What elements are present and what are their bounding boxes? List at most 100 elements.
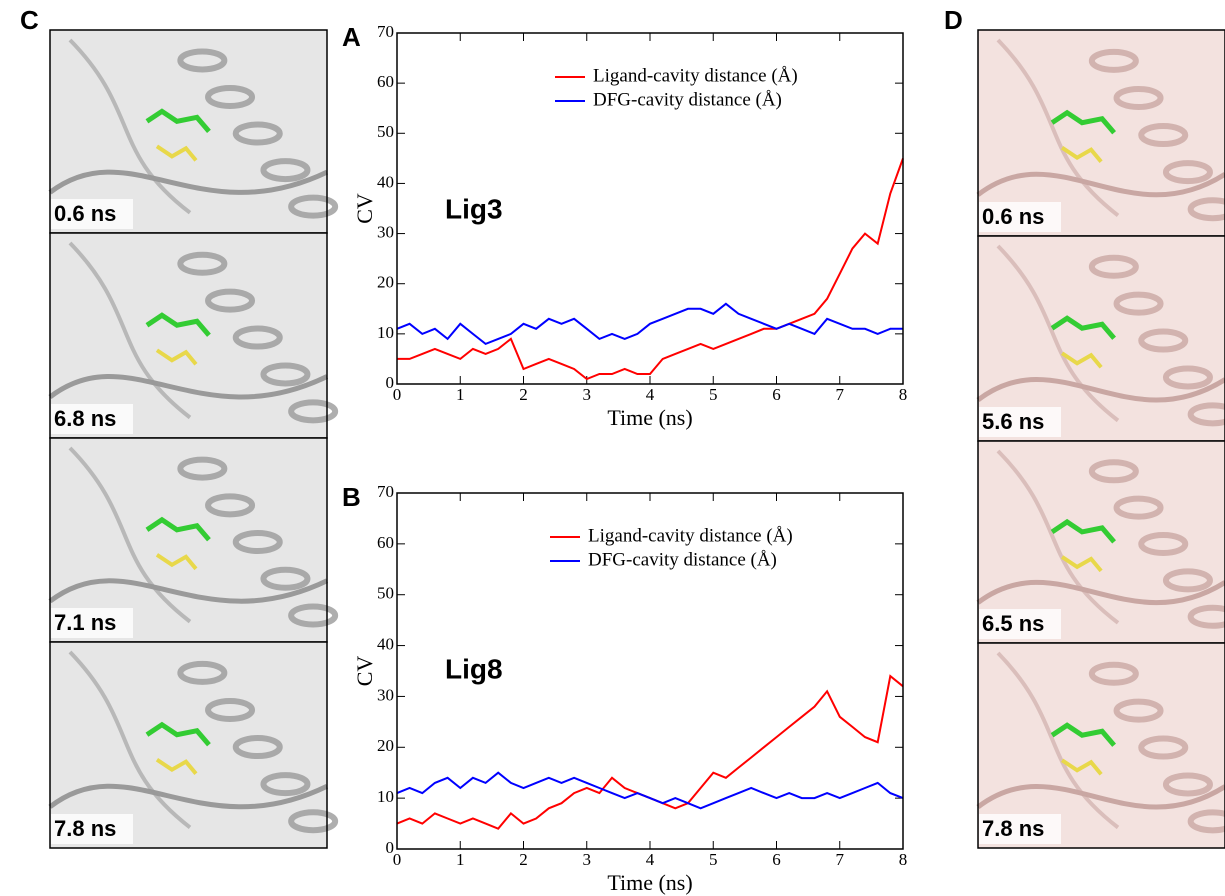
residue	[1060, 351, 1103, 369]
ligand	[145, 312, 211, 337]
ribbon	[48, 169, 329, 195]
residue	[155, 758, 198, 775]
y-tick-label: 50	[377, 122, 394, 141]
ligand	[1050, 518, 1116, 544]
ribbon	[976, 784, 1225, 810]
y-tick-label: 10	[377, 323, 394, 342]
time-label-bg	[51, 404, 133, 434]
helix	[1113, 495, 1164, 520]
y-tick-label: 40	[377, 634, 394, 653]
helix	[1187, 402, 1225, 427]
y-tick-label: 60	[377, 533, 394, 552]
residue	[155, 553, 198, 571]
helix	[205, 493, 256, 518]
line-series	[397, 158, 904, 381]
x-tick-label: 4	[646, 850, 655, 869]
legend-label: DFG-cavity distance (Å)	[593, 89, 782, 110]
y-tick-label: 40	[377, 172, 394, 191]
residue	[1060, 758, 1103, 776]
legend-label: Ligand-cavity distance (Å)	[588, 525, 793, 546]
time-label-bg	[979, 202, 1061, 232]
line-series	[396, 771, 904, 810]
residue	[155, 144, 198, 162]
ribbon	[996, 38, 1120, 217]
x-tick-label: 2	[519, 850, 528, 869]
helix	[1138, 735, 1189, 760]
helix	[288, 603, 339, 628]
helix	[1088, 459, 1139, 484]
helix	[1162, 772, 1213, 797]
time-label-bg	[51, 814, 133, 844]
y-tick-label: 60	[377, 72, 394, 91]
y-tick-label: 20	[377, 273, 394, 292]
helix	[1138, 532, 1189, 557]
x-tick-label: 0	[393, 385, 402, 404]
time-label: 0.6 ns	[54, 201, 116, 226]
x-tick-label: 6	[772, 850, 781, 869]
y-tick-label: 70	[377, 482, 394, 501]
y-tick-label: 50	[377, 584, 394, 603]
time-label: 0.6 ns	[982, 204, 1044, 229]
y-axis-label: CV	[352, 193, 377, 224]
x-axis-label: Time (ns)	[607, 870, 692, 895]
helix	[1162, 365, 1213, 390]
y-axis-label: CV	[352, 656, 377, 687]
helix	[260, 158, 311, 183]
helix	[1113, 698, 1164, 723]
helix	[288, 194, 339, 219]
line-series	[396, 302, 903, 346]
helix	[260, 362, 311, 387]
plot-frame	[396, 492, 904, 850]
residue	[1060, 555, 1103, 573]
time-label-bg	[979, 814, 1061, 844]
plot-frame	[396, 32, 904, 385]
ribbon	[48, 578, 329, 604]
x-tick-label: 5	[709, 850, 718, 869]
time-label-bg	[51, 608, 133, 638]
helix	[205, 697, 256, 722]
helix	[205, 84, 256, 109]
ribbon	[996, 449, 1120, 625]
y-tick-label: 0	[386, 373, 395, 392]
helix	[177, 48, 228, 73]
ribbon	[976, 579, 1225, 606]
helix	[1088, 48, 1139, 73]
panel-label: D	[944, 5, 963, 35]
panel-label: B	[342, 482, 361, 512]
x-tick-label: 3	[583, 385, 592, 404]
ligand	[145, 516, 211, 542]
panel-frame	[49, 641, 328, 849]
time-label: 7.1 ns	[54, 610, 116, 635]
helix	[1162, 568, 1213, 593]
time-label-bg	[51, 199, 133, 229]
time-label: 6.8 ns	[54, 406, 116, 431]
annotation: Lig3	[445, 193, 503, 224]
y-tick-label: 30	[377, 685, 394, 704]
time-label: 5.6 ns	[982, 409, 1044, 434]
ribbon	[976, 171, 1225, 198]
x-tick-label: 8	[899, 385, 908, 404]
ribbon	[976, 377, 1225, 403]
x-tick-label: 3	[583, 850, 592, 869]
time-label: 6.5 ns	[982, 611, 1044, 636]
helix	[232, 530, 283, 555]
helix	[260, 772, 311, 797]
helix	[177, 456, 228, 481]
ligand	[145, 721, 211, 747]
ligand	[1050, 722, 1116, 747]
helix	[288, 399, 339, 424]
annotation: Lig8	[445, 653, 503, 684]
helix	[205, 288, 256, 313]
helix	[177, 251, 228, 276]
legend-label: Ligand-cavity distance (Å)	[593, 65, 798, 86]
x-tick-label: 2	[519, 385, 528, 404]
helix	[1113, 85, 1164, 110]
x-tick-label: 1	[456, 385, 465, 404]
line-series	[396, 674, 904, 830]
ribbon	[48, 783, 329, 810]
time-label-bg	[979, 407, 1061, 437]
ligand	[145, 108, 211, 133]
x-axis-label: Time (ns)	[607, 405, 692, 430]
x-tick-label: 1	[456, 850, 465, 869]
